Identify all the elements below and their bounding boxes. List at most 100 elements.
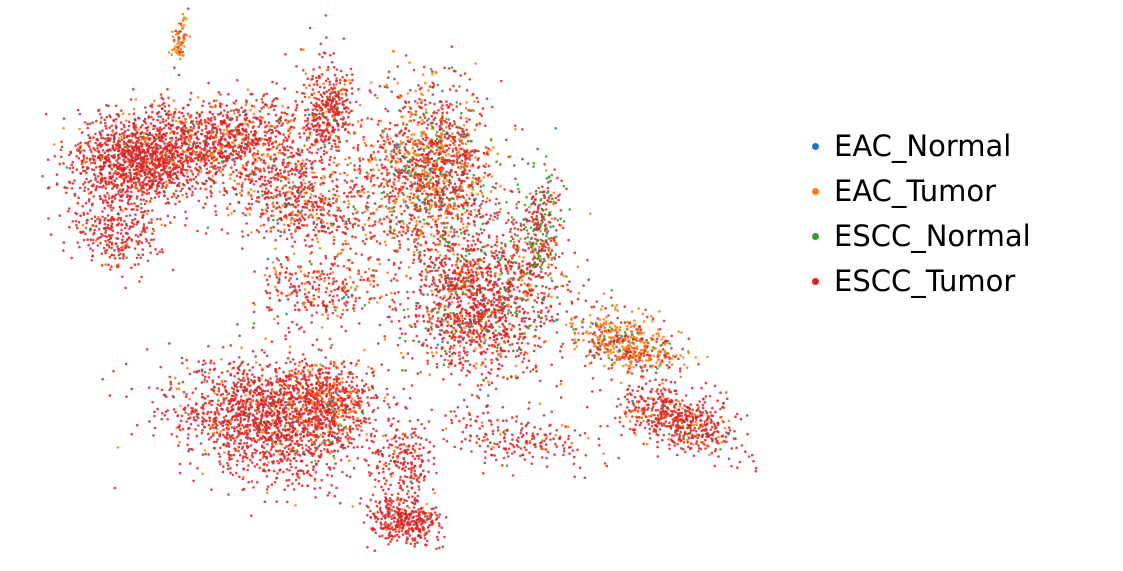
scatter-point-escc-tumor bbox=[271, 167, 274, 170]
scatter-point-escc-tumor bbox=[247, 133, 250, 136]
scatter-point-escc-tumor bbox=[347, 107, 350, 110]
scatter-point-escc-tumor bbox=[217, 169, 221, 172]
scatter-point-escc-tumor bbox=[254, 179, 258, 183]
scatter-point-escc-tumor bbox=[167, 104, 171, 107]
scatter-point-escc-tumor bbox=[294, 108, 298, 112]
scatter-point-escc-tumor bbox=[167, 110, 171, 113]
scatter-point-escc-tumor bbox=[309, 196, 312, 199]
scatter-point-eac-tumor bbox=[484, 162, 488, 166]
scatter-point-escc-tumor bbox=[309, 127, 312, 130]
scatter-point-escc-tumor bbox=[404, 181, 407, 185]
scatter-point-escc-tumor bbox=[130, 165, 133, 168]
scatter-point-eac-tumor bbox=[244, 103, 248, 107]
scatter-point-escc-tumor bbox=[276, 193, 279, 197]
scatter-point-escc-tumor bbox=[60, 140, 63, 144]
scatter-point-escc-tumor bbox=[349, 190, 353, 194]
scatter-point-escc-tumor bbox=[103, 141, 107, 145]
scatter-point-escc-tumor bbox=[231, 146, 235, 149]
scatter-point-eac-tumor bbox=[335, 83, 338, 86]
scatter-point-eac-tumor bbox=[425, 197, 429, 200]
scatter-point-escc-tumor bbox=[179, 146, 183, 150]
scatter-point-eac-tumor bbox=[462, 226, 465, 230]
scatter-point-escc-tumor bbox=[100, 264, 104, 267]
scatter-point-escc-normal bbox=[489, 139, 493, 142]
scatter-point-escc-tumor bbox=[186, 179, 189, 183]
scatter-point-escc-tumor bbox=[345, 195, 349, 198]
scatter-point-escc-tumor bbox=[152, 127, 155, 131]
scatter-point-escc-tumor bbox=[431, 185, 434, 189]
scatter-point-escc-tumor bbox=[94, 141, 97, 145]
scatter-point-eac-tumor bbox=[415, 223, 419, 226]
scatter-point-escc-tumor bbox=[311, 125, 315, 128]
scatter-point-escc-tumor bbox=[148, 146, 151, 150]
scatter-point-escc-tumor bbox=[225, 113, 228, 117]
scatter-point-escc-tumor bbox=[423, 116, 427, 120]
scatter-point-escc-tumor bbox=[308, 245, 311, 248]
scatter-point-escc-tumor bbox=[208, 130, 211, 133]
scatter-point-escc-tumor bbox=[287, 170, 290, 174]
scatter-point-escc-tumor bbox=[269, 176, 273, 180]
scatter-point-escc-tumor bbox=[147, 149, 150, 152]
scatter-point-escc-tumor bbox=[465, 209, 469, 212]
scatter-point-escc-tumor bbox=[470, 204, 473, 207]
scatter-point-escc-tumor bbox=[298, 217, 302, 220]
scatter-point-eac-tumor bbox=[53, 143, 56, 146]
scatter-point-eac-tumor bbox=[385, 133, 389, 136]
scatter-point-escc-tumor bbox=[98, 157, 102, 160]
scatter-point-eac-tumor bbox=[89, 140, 92, 143]
scatter-point-escc-tumor bbox=[158, 162, 161, 166]
scatter-point-escc-tumor bbox=[135, 176, 139, 179]
scatter-point-escc-tumor bbox=[460, 181, 463, 185]
scatter-point-escc-tumor bbox=[146, 172, 150, 176]
scatter-point-escc-tumor bbox=[325, 36, 328, 39]
scatter-point-escc-tumor bbox=[148, 187, 151, 190]
scatter-point-escc-tumor bbox=[399, 204, 403, 208]
scatter-point-escc-tumor bbox=[140, 170, 143, 173]
scatter-point-escc-tumor bbox=[312, 68, 315, 71]
scatter-point-escc-tumor bbox=[133, 263, 137, 267]
scatter-point-eac-normal bbox=[271, 164, 275, 167]
scatter-point-escc-tumor bbox=[128, 177, 132, 181]
scatter-point-escc-tumor bbox=[399, 160, 403, 163]
scatter-point-escc-tumor bbox=[223, 187, 226, 190]
scatter-point-escc-tumor bbox=[270, 191, 273, 195]
scatter-point-escc-tumor bbox=[141, 216, 144, 219]
scatter-point-escc-tumor bbox=[476, 247, 480, 251]
scatter-point-escc-tumor bbox=[461, 130, 464, 133]
scatter-point-eac-tumor bbox=[347, 242, 350, 246]
scatter-point-escc-tumor bbox=[328, 231, 332, 235]
scatter-point-escc-tumor bbox=[331, 125, 335, 129]
scatter-point-escc-tumor bbox=[268, 148, 272, 151]
scatter-point-escc-normal bbox=[338, 140, 342, 144]
scatter-point-eac-tumor bbox=[281, 104, 285, 108]
scatter-point-escc-tumor bbox=[119, 194, 122, 197]
scatter-point-escc-tumor bbox=[483, 171, 487, 175]
scatter-point-eac-tumor bbox=[93, 160, 97, 163]
scatter-point-eac-tumor bbox=[329, 224, 333, 227]
scatter-point-escc-tumor bbox=[130, 144, 133, 148]
scatter-point-escc-tumor bbox=[465, 165, 469, 168]
scatter-point-escc-tumor bbox=[62, 117, 66, 120]
scatter-point-escc-tumor bbox=[101, 129, 104, 132]
scatter-point-eac-normal bbox=[242, 110, 245, 114]
scatter-point-eac-normal bbox=[367, 206, 370, 209]
scatter-point-escc-tumor bbox=[262, 159, 266, 162]
scatter-point-escc-tumor bbox=[130, 239, 134, 242]
scatter-point-eac-tumor bbox=[308, 133, 312, 136]
scatter-point-escc-normal bbox=[336, 106, 340, 110]
scatter-point-escc-tumor bbox=[473, 224, 477, 227]
scatter-point-eac-tumor bbox=[312, 92, 316, 95]
scatter-point-eac-tumor bbox=[238, 191, 242, 195]
scatter-point-escc-tumor bbox=[82, 213, 86, 216]
scatter-point-escc-tumor bbox=[180, 144, 184, 148]
scatter-point-escc-tumor bbox=[327, 65, 330, 69]
scatter-point-escc-tumor bbox=[294, 169, 298, 172]
scatter-point-escc-tumor bbox=[128, 236, 131, 239]
scatter-point-escc-tumor bbox=[197, 125, 201, 128]
scatter-point-escc-tumor bbox=[157, 135, 161, 139]
scatter-point-escc-normal bbox=[426, 194, 430, 198]
scatter-point-escc-tumor bbox=[317, 133, 321, 136]
scatter-point-escc-tumor bbox=[105, 248, 108, 252]
scatter-point-eac-tumor bbox=[471, 188, 474, 191]
scatter-point-eac-tumor bbox=[304, 86, 308, 90]
